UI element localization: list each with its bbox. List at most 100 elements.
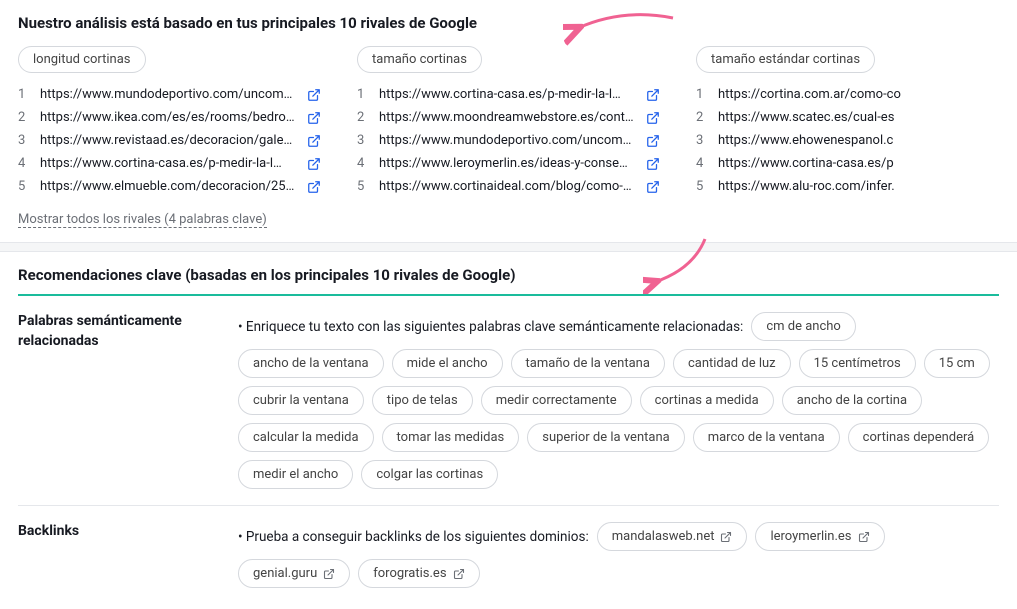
show-all-rivals-link[interactable]: Mostrar todos los rivales (4 palabras cl… <box>18 212 267 228</box>
url-text[interactable]: https://www.cortina-casa.es/p-medir-la-l… <box>40 156 297 171</box>
backlink-pill[interactable]: genial.guru <box>238 559 350 588</box>
backlinks-content: • Prueba a conseguir backlinks de los si… <box>238 522 999 588</box>
url-rank: 5 <box>696 179 708 194</box>
url-row: 5 https://www.cortinaideal.com/blog/como-… <box>357 175 660 198</box>
backlink-pill[interactable]: mandalasweb.net <box>597 522 748 551</box>
url-text[interactable]: https://www.alu-roc.com/infer. <box>718 179 999 194</box>
analysis-title-text: Nuestro análisis está basado en tus prin… <box>18 14 477 32</box>
keyword-pill[interactable]: tipo de telas <box>372 386 473 415</box>
url-text[interactable]: https://www.elmueble.com/decoracion/25-c… <box>40 179 297 194</box>
analysis-title: Nuestro análisis está basado en tus prin… <box>18 14 999 32</box>
keyword-pill[interactable]: tomar las medidas <box>382 423 520 452</box>
section-separator <box>0 242 1017 252</box>
url-text[interactable]: https://www.cortinaideal.com/blog/como-m… <box>379 179 636 194</box>
url-rank: 4 <box>18 156 30 171</box>
url-row: 4 https://www.cortina-casa.es/p-medir-la-… <box>18 152 321 175</box>
url-text[interactable]: https://www.scatec.es/cual-es <box>718 110 999 125</box>
external-link-icon[interactable] <box>307 180 321 194</box>
rival-column: longitud cortinas 1 https://www.mundodepor… <box>18 46 321 198</box>
keyword-pill[interactable]: 15 cm <box>924 349 990 378</box>
keyword-pill[interactable]: tamaño de la ventana <box>511 349 665 378</box>
keyword-pill[interactable]: cortinas a medida <box>640 386 774 415</box>
keyword-pill[interactable]: cubrir la ventana <box>238 386 364 415</box>
url-rank: 2 <box>696 110 708 125</box>
url-text[interactable]: https://cortina.com.ar/como-co <box>718 87 999 102</box>
external-link-icon[interactable] <box>323 568 335 580</box>
backlink-pill[interactable]: forogratis.es <box>358 559 479 588</box>
external-link-icon[interactable] <box>646 111 660 125</box>
analysis-section: Nuestro análisis está basado en tus prin… <box>0 0 1017 242</box>
url-text[interactable]: https://www.mundodeportivo.com/uncomo/ho… <box>40 87 297 102</box>
external-link-icon[interactable] <box>646 134 660 148</box>
url-row: 2 https://www.moondreamwebstore.es/conten… <box>357 106 660 129</box>
url-row: 4 https://www.cortina-casa.es/p <box>696 152 999 175</box>
url-rank: 1 <box>18 87 30 102</box>
keyword-pill[interactable]: marco de la ventana <box>693 423 840 452</box>
url-text[interactable]: https://www.cortina-casa.es/p <box>718 156 999 171</box>
keyword-pill[interactable]: cm de ancho <box>751 312 856 341</box>
keyword-tag[interactable]: tamaño estándar cortinas <box>696 46 875 73</box>
semantic-intro: • Enriquece tu texto con las siguientes … <box>238 319 743 335</box>
external-link-icon[interactable] <box>858 531 870 543</box>
rival-column: tamaño cortinas 1 https://www.cortina-casa… <box>357 46 660 198</box>
rivals-columns: longitud cortinas 1 https://www.mundodepor… <box>18 46 999 198</box>
url-rank: 3 <box>18 133 30 148</box>
external-link-icon[interactable] <box>307 88 321 102</box>
url-text[interactable]: https://www.mundodeportivo.com/uncomo/ho… <box>379 133 636 148</box>
url-text[interactable]: https://www.leroymerlin.es/ideas-y-conse… <box>379 156 636 171</box>
external-link-icon[interactable] <box>646 157 660 171</box>
external-link-icon[interactable] <box>646 88 660 102</box>
keyword-pill[interactable]: calcular la medida <box>238 423 374 452</box>
backlink-domain: leroymerlin.es <box>770 529 851 544</box>
external-link-icon[interactable] <box>307 111 321 125</box>
url-text[interactable]: https://www.moondreamwebstore.es/content… <box>379 110 636 125</box>
keyword-pill[interactable]: medir correctamente <box>481 386 632 415</box>
backlink-domain: genial.guru <box>253 566 317 581</box>
url-rank: 1 <box>696 87 708 102</box>
external-link-icon[interactable] <box>720 531 732 543</box>
url-row: 5https://www.elmueble.com/decoracion/25-… <box>18 175 321 198</box>
keyword-pill[interactable]: ancho de la cortina <box>782 386 922 415</box>
backlinks-pill-wrap: genial.guru forogratis.es <box>238 559 999 588</box>
external-link-icon[interactable] <box>453 568 465 580</box>
keyword-pill[interactable]: ancho de la ventana <box>238 349 384 378</box>
external-link-icon[interactable] <box>307 134 321 148</box>
url-rank: 4 <box>696 156 708 171</box>
external-link-icon[interactable] <box>646 180 660 194</box>
keyword-tag[interactable]: tamaño cortinas <box>357 46 482 73</box>
url-text[interactable]: https://www.ehowenespanol.c <box>718 133 999 148</box>
url-rank: 1 <box>357 87 369 102</box>
url-rank: 2 <box>357 110 369 125</box>
keyword-pill[interactable]: superior de la ventana <box>527 423 684 452</box>
url-row: 1 https://www.mundodeportivo.com/uncomo/h… <box>18 83 321 106</box>
url-rank: 2 <box>18 110 30 125</box>
keyword-pill[interactable]: cortinas dependerá <box>848 423 990 452</box>
semantic-keywords-row: Palabras semánticamente relacionadas • E… <box>18 296 999 506</box>
backlink-domain: forogratis.es <box>373 566 446 581</box>
keyword-pill[interactable]: cantidad de luz <box>673 349 791 378</box>
keyword-pill[interactable]: 15 centímetros <box>799 349 916 378</box>
url-row: 3 https://www.revistaad.es/decoracion/gal… <box>18 129 321 152</box>
url-rank: 3 <box>696 133 708 148</box>
keyword-pill[interactable]: colgar las cortinas <box>361 460 498 489</box>
backlink-pill[interactable]: leroymerlin.es <box>755 522 884 551</box>
backlinks-intro: • Prueba a conseguir backlinks de los si… <box>238 529 589 545</box>
url-rank: 3 <box>357 133 369 148</box>
external-link-icon[interactable] <box>307 157 321 171</box>
url-rank: 5 <box>357 179 369 194</box>
url-list: 1 https://www.mundodeportivo.com/uncomo/h… <box>18 83 321 198</box>
keyword-pill[interactable]: medir el ancho <box>238 460 353 489</box>
keyword-tag[interactable]: longitud cortinas <box>18 46 146 73</box>
semantic-content: • Enriquece tu texto con las siguientes … <box>238 312 999 489</box>
backlinks-row: Backlinks • Prueba a conseguir backlinks… <box>18 506 999 604</box>
semantic-label: Palabras semánticamente relacionadas <box>18 312 238 489</box>
url-text[interactable]: https://www.cortina-casa.es/p-medir-la-l… <box>379 87 636 102</box>
url-row: 1 https://www.cortina-casa.es/p-medir-la-… <box>357 83 660 106</box>
url-text[interactable]: https://www.ikea.com/es/es/rooms/bedroom… <box>40 110 297 125</box>
url-row: 1 https://cortina.com.ar/como-co <box>696 83 999 106</box>
keyword-pill[interactable]: mide el ancho <box>392 349 503 378</box>
url-text[interactable]: https://www.revistaad.es/decoracion/gale… <box>40 133 297 148</box>
recommendations-title: Recomendaciones clave (basadas en los pr… <box>18 266 999 296</box>
rival-column: tamaño estándar cortinas 1 https://cortina… <box>696 46 999 198</box>
url-row: 5 https://www.alu-roc.com/infer. <box>696 175 999 198</box>
